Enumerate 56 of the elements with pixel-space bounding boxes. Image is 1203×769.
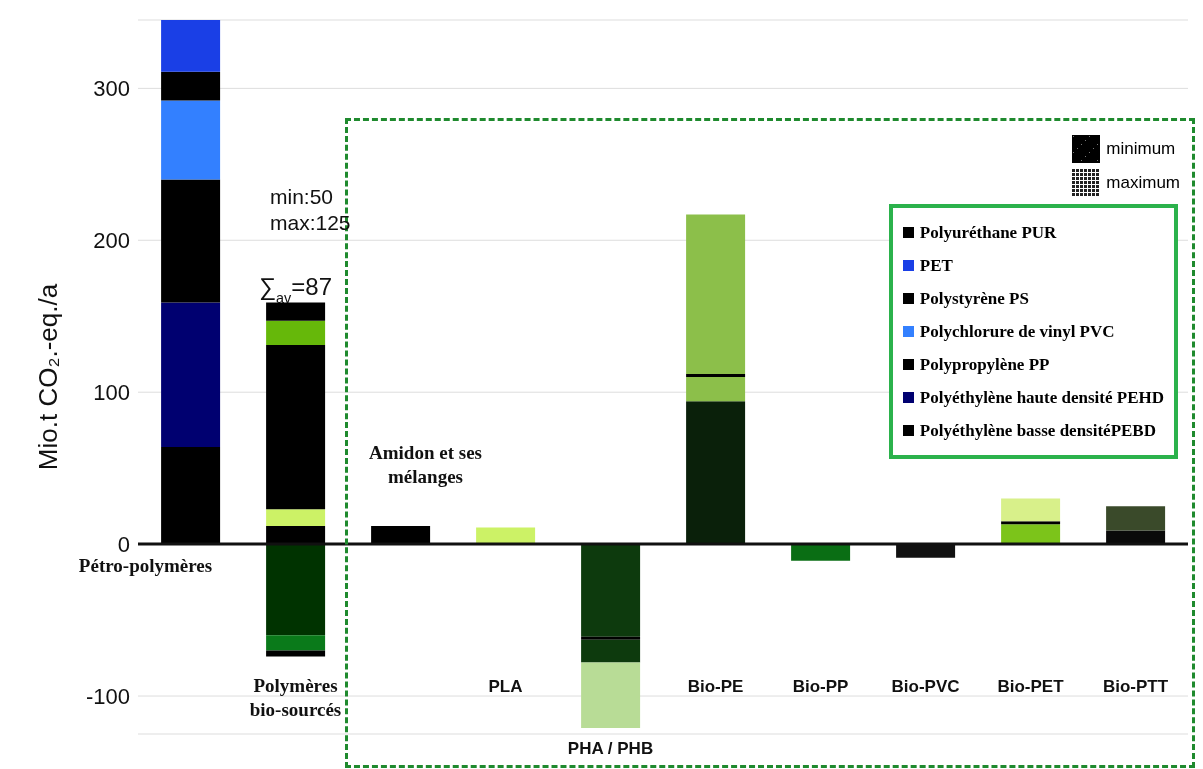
legend-label: Polypropylène PP <box>919 354 1050 375</box>
bar <box>1001 498 1061 522</box>
bar <box>581 639 641 663</box>
x-tick-label: Pétro-polymères <box>78 555 213 577</box>
x-tick-label: Bio-PE <box>687 677 744 696</box>
bar <box>686 214 746 374</box>
legend-label: Polyuréthane PUR <box>919 222 1057 243</box>
bar <box>686 401 746 545</box>
bar <box>266 635 326 651</box>
x-tick-label: Polymères bio-sourcés <box>249 675 342 720</box>
bar <box>266 320 326 346</box>
y-tick-label: 300 <box>93 76 130 102</box>
x-tick-label: Amidon et ses mélanges <box>369 442 482 488</box>
bar <box>581 636 641 640</box>
bar <box>581 662 641 728</box>
legend-label: Polychlorure de vinyl PVC <box>919 321 1115 342</box>
legend-label: Polyéthylène haute densité PEHD <box>919 387 1164 408</box>
bar <box>686 373 746 377</box>
legend-label: Polyéthylène basse densitéPEBD <box>919 420 1156 441</box>
y-tick-label: -100 <box>85 683 130 709</box>
bar <box>266 525 326 545</box>
annotation: maximum <box>1106 173 1180 193</box>
bar <box>581 544 641 637</box>
bar <box>161 179 221 303</box>
annotation: ∑$_{av}$=87 <box>258 273 333 307</box>
bar <box>1106 506 1166 531</box>
bar <box>266 650 326 657</box>
x-tick-label: Bio-PP <box>792 677 849 696</box>
x-tick-label: PHA / PHB <box>567 739 654 758</box>
y-axis-title: Mio.t CO₂.-eq./a <box>33 283 64 471</box>
x-tick-label: PLA <box>488 677 523 696</box>
bar <box>371 525 431 545</box>
bar <box>266 544 326 636</box>
legend-label: Polystyrène PS <box>919 288 1029 309</box>
annotation: min:50 <box>270 184 335 210</box>
y-tick-label: 200 <box>93 228 130 254</box>
bar <box>161 71 221 101</box>
bar <box>161 100 221 180</box>
bar <box>1001 521 1061 525</box>
bar <box>161 446 221 545</box>
x-tick-label: Bio-PET <box>997 677 1065 696</box>
bar <box>161 20 221 72</box>
annotation: max:125 <box>270 210 351 236</box>
x-tick-label: Bio-PVC <box>891 677 960 696</box>
bar <box>791 544 851 561</box>
annotation: minimum <box>1106 139 1176 159</box>
bar <box>1001 524 1061 545</box>
bar <box>476 527 536 545</box>
bar <box>266 509 326 526</box>
bar <box>161 302 221 447</box>
bar <box>266 302 326 321</box>
y-tick-label: 100 <box>93 380 130 405</box>
x-tick-label: Bio-PTT <box>1102 677 1169 696</box>
bar <box>266 345 326 510</box>
legend-label: PET <box>919 255 953 276</box>
y-tick-label: 0 <box>117 531 130 557</box>
